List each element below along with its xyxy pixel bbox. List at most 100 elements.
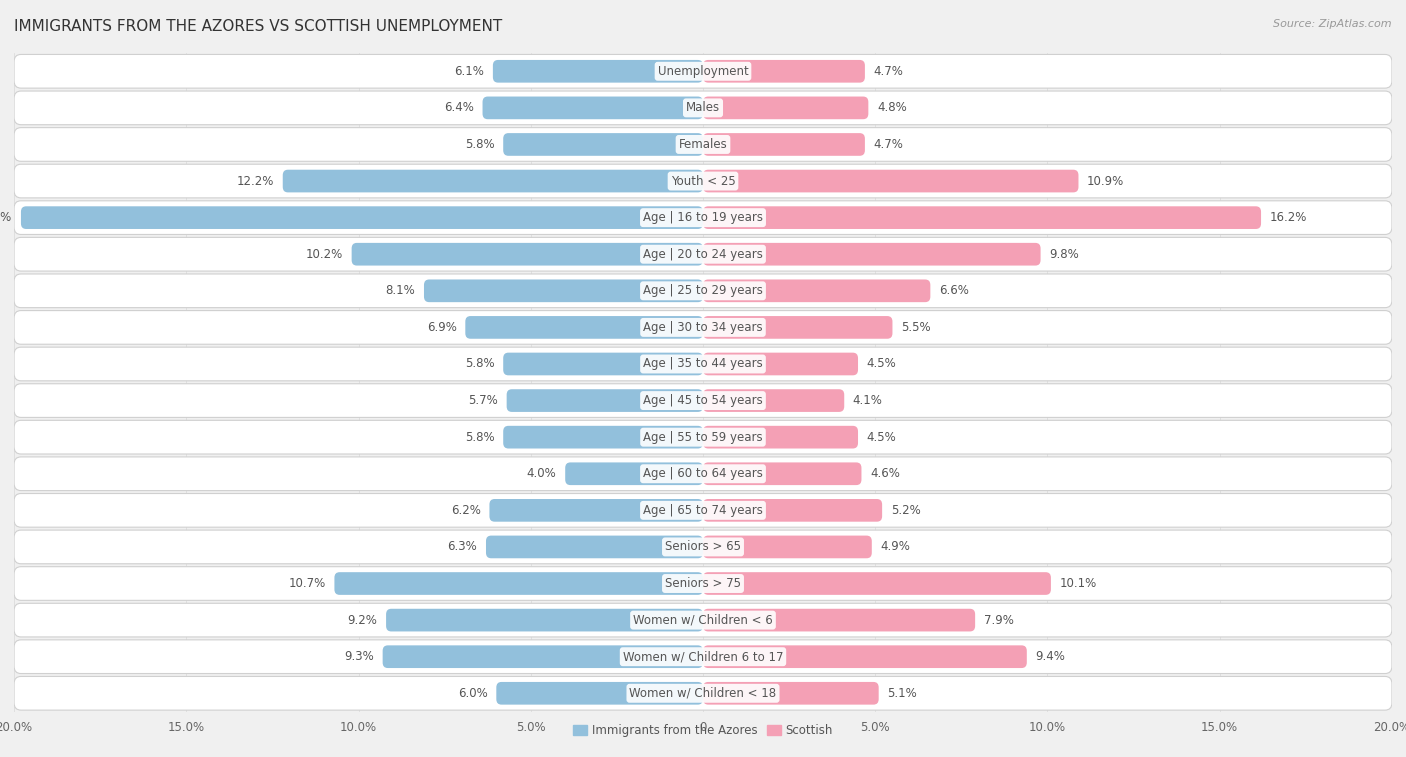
- Text: Age | 60 to 64 years: Age | 60 to 64 years: [643, 467, 763, 480]
- Text: 6.2%: 6.2%: [451, 504, 481, 517]
- FancyBboxPatch shape: [387, 609, 703, 631]
- Text: 4.5%: 4.5%: [866, 357, 897, 370]
- Text: Unemployment: Unemployment: [658, 65, 748, 78]
- FancyBboxPatch shape: [14, 603, 1392, 637]
- Text: 10.2%: 10.2%: [305, 248, 343, 260]
- Text: Age | 16 to 19 years: Age | 16 to 19 years: [643, 211, 763, 224]
- FancyBboxPatch shape: [14, 384, 1392, 417]
- FancyBboxPatch shape: [506, 389, 703, 412]
- FancyBboxPatch shape: [14, 640, 1392, 674]
- FancyBboxPatch shape: [703, 463, 862, 485]
- Text: 5.2%: 5.2%: [891, 504, 921, 517]
- FancyBboxPatch shape: [486, 536, 703, 558]
- FancyBboxPatch shape: [703, 499, 882, 522]
- Text: 4.7%: 4.7%: [873, 138, 904, 151]
- FancyBboxPatch shape: [14, 677, 1392, 710]
- FancyBboxPatch shape: [703, 243, 1040, 266]
- Text: 4.1%: 4.1%: [853, 394, 883, 407]
- Text: 4.8%: 4.8%: [877, 101, 907, 114]
- Text: 5.7%: 5.7%: [468, 394, 498, 407]
- Text: Seniors > 75: Seniors > 75: [665, 577, 741, 590]
- Text: 16.2%: 16.2%: [1270, 211, 1308, 224]
- Text: 5.8%: 5.8%: [465, 138, 495, 151]
- Text: 10.1%: 10.1%: [1060, 577, 1097, 590]
- Text: 9.4%: 9.4%: [1035, 650, 1066, 663]
- FancyBboxPatch shape: [703, 170, 1078, 192]
- Text: Women w/ Children 6 to 17: Women w/ Children 6 to 17: [623, 650, 783, 663]
- FancyBboxPatch shape: [425, 279, 703, 302]
- Text: 9.3%: 9.3%: [344, 650, 374, 663]
- FancyBboxPatch shape: [14, 164, 1392, 198]
- Text: Age | 20 to 24 years: Age | 20 to 24 years: [643, 248, 763, 260]
- FancyBboxPatch shape: [503, 426, 703, 448]
- Text: Age | 35 to 44 years: Age | 35 to 44 years: [643, 357, 763, 370]
- FancyBboxPatch shape: [14, 347, 1392, 381]
- FancyBboxPatch shape: [703, 353, 858, 375]
- FancyBboxPatch shape: [703, 279, 931, 302]
- Text: Women w/ Children < 6: Women w/ Children < 6: [633, 614, 773, 627]
- FancyBboxPatch shape: [703, 133, 865, 156]
- FancyBboxPatch shape: [14, 457, 1392, 491]
- Text: 4.9%: 4.9%: [880, 540, 910, 553]
- FancyBboxPatch shape: [482, 97, 703, 119]
- FancyBboxPatch shape: [503, 133, 703, 156]
- Text: 5.8%: 5.8%: [465, 431, 495, 444]
- Text: 5.1%: 5.1%: [887, 687, 917, 699]
- Text: 6.1%: 6.1%: [454, 65, 484, 78]
- Text: 4.6%: 4.6%: [870, 467, 900, 480]
- Text: 4.7%: 4.7%: [873, 65, 904, 78]
- FancyBboxPatch shape: [703, 97, 869, 119]
- Text: 6.6%: 6.6%: [939, 285, 969, 298]
- Text: Source: ZipAtlas.com: Source: ZipAtlas.com: [1274, 19, 1392, 29]
- Text: 6.4%: 6.4%: [444, 101, 474, 114]
- FancyBboxPatch shape: [703, 60, 865, 83]
- FancyBboxPatch shape: [335, 572, 703, 595]
- Text: 12.2%: 12.2%: [236, 175, 274, 188]
- FancyBboxPatch shape: [465, 316, 703, 338]
- Text: Age | 45 to 54 years: Age | 45 to 54 years: [643, 394, 763, 407]
- FancyBboxPatch shape: [489, 499, 703, 522]
- FancyBboxPatch shape: [14, 567, 1392, 600]
- Text: 7.9%: 7.9%: [984, 614, 1014, 627]
- FancyBboxPatch shape: [14, 274, 1392, 307]
- Text: Age | 55 to 59 years: Age | 55 to 59 years: [643, 431, 763, 444]
- FancyBboxPatch shape: [14, 128, 1392, 161]
- Text: IMMIGRANTS FROM THE AZORES VS SCOTTISH UNEMPLOYMENT: IMMIGRANTS FROM THE AZORES VS SCOTTISH U…: [14, 19, 502, 34]
- FancyBboxPatch shape: [703, 572, 1050, 595]
- FancyBboxPatch shape: [703, 207, 1261, 229]
- FancyBboxPatch shape: [703, 536, 872, 558]
- FancyBboxPatch shape: [703, 682, 879, 705]
- FancyBboxPatch shape: [382, 646, 703, 668]
- FancyBboxPatch shape: [703, 609, 976, 631]
- FancyBboxPatch shape: [21, 207, 703, 229]
- FancyBboxPatch shape: [703, 316, 893, 338]
- FancyBboxPatch shape: [496, 682, 703, 705]
- FancyBboxPatch shape: [565, 463, 703, 485]
- FancyBboxPatch shape: [703, 426, 858, 448]
- FancyBboxPatch shape: [283, 170, 703, 192]
- Text: 5.5%: 5.5%: [901, 321, 931, 334]
- Text: Age | 25 to 29 years: Age | 25 to 29 years: [643, 285, 763, 298]
- Text: Age | 30 to 34 years: Age | 30 to 34 years: [643, 321, 763, 334]
- Text: 6.0%: 6.0%: [458, 687, 488, 699]
- FancyBboxPatch shape: [14, 55, 1392, 88]
- Text: Women w/ Children < 18: Women w/ Children < 18: [630, 687, 776, 699]
- FancyBboxPatch shape: [494, 60, 703, 83]
- Text: Seniors > 65: Seniors > 65: [665, 540, 741, 553]
- FancyBboxPatch shape: [703, 646, 1026, 668]
- Text: 9.8%: 9.8%: [1049, 248, 1078, 260]
- FancyBboxPatch shape: [14, 494, 1392, 527]
- Text: 4.5%: 4.5%: [866, 431, 897, 444]
- Text: Youth < 25: Youth < 25: [671, 175, 735, 188]
- Text: Females: Females: [679, 138, 727, 151]
- Text: 6.3%: 6.3%: [447, 540, 478, 553]
- Text: 9.2%: 9.2%: [347, 614, 377, 627]
- Text: 4.0%: 4.0%: [527, 467, 557, 480]
- FancyBboxPatch shape: [14, 201, 1392, 235]
- Text: 10.7%: 10.7%: [288, 577, 326, 590]
- Text: 6.9%: 6.9%: [427, 321, 457, 334]
- Text: 10.9%: 10.9%: [1087, 175, 1125, 188]
- Text: Males: Males: [686, 101, 720, 114]
- FancyBboxPatch shape: [14, 530, 1392, 564]
- Legend: Immigrants from the Azores, Scottish: Immigrants from the Azores, Scottish: [568, 719, 838, 742]
